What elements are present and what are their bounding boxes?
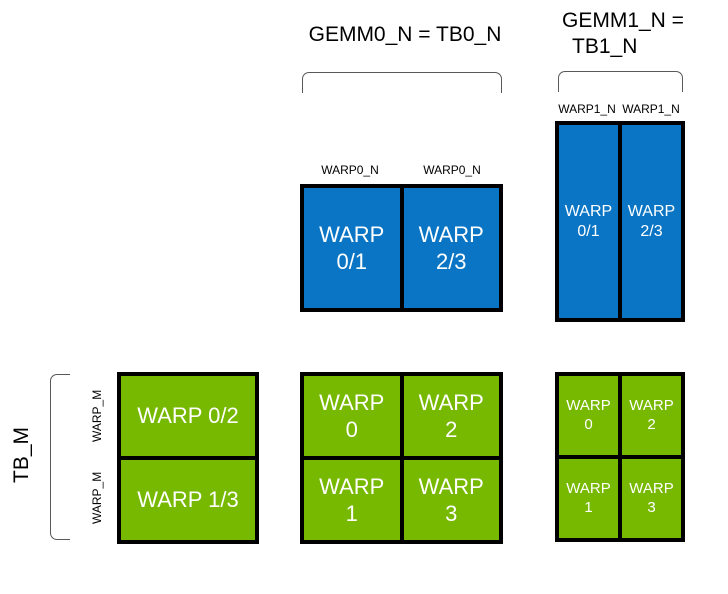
tb-m-label: TB_M [10, 427, 33, 484]
warp-cell-line2: 2 [445, 417, 458, 442]
mid-green-cell-warp0: WARP 0 [304, 376, 400, 456]
right-green-cell-warp3: WARP 3 [622, 459, 681, 538]
mid-blue-grid: WARP 0/1 WARP 2/3 [300, 184, 503, 312]
right-green-grid: WARP 0 WARP 2 WARP 1 WARP 3 [555, 372, 685, 542]
gemm1-title-line1: GEMM1_N = [562, 9, 684, 32]
left-green-grid: WARP 0/2 WARP 1/3 [117, 372, 259, 544]
warp-cell-line1: WARP [629, 396, 674, 414]
gemm0-bracket [302, 72, 502, 93]
warp-cell-line1: WARP [418, 221, 484, 247]
warp-cell-line2: 0/1 [336, 249, 368, 274]
warp-cell-line2: 0 [345, 417, 358, 442]
right-green-cell-warp2: WARP 2 [622, 376, 681, 455]
warp-cell-line1: WARP [319, 221, 385, 247]
mid-green-cell-warp2: WARP 2 [403, 376, 499, 456]
left-green-cell-warp13: WARP 1/3 [121, 460, 255, 540]
mid-green-grid: WARP 0 WARP 2 WARP 1 WARP 3 [300, 372, 503, 544]
right-green-cell-warp0: WARP 0 [559, 376, 618, 455]
warp-cell-line1: WARP [564, 202, 613, 220]
right-blue-grid: WARP 0/1 WARP 2/3 [555, 121, 685, 322]
warp-cell-line2: 3 [445, 501, 458, 526]
warp-cell-line2: 2 [647, 415, 656, 433]
warp-cell-line1: WARP 1/3 [137, 487, 239, 513]
warp-cell-line1: WARP [566, 479, 611, 497]
right-blue-cell-warp01: WARP 0/1 [559, 125, 618, 318]
warp-cell-line1: WARP [627, 202, 676, 220]
gemm1-bracket [558, 71, 683, 92]
mid-blue-cell-warp01: WARP 0/1 [304, 188, 400, 308]
warp-cell-line2: 1 [584, 498, 593, 516]
warp-m-label-bottom: WARP_M [90, 471, 104, 525]
warp-cell-line1: WARP 0/2 [137, 403, 239, 429]
warp-cell-line1: WARP [566, 396, 611, 414]
warp-cell-line2: 3 [647, 498, 656, 516]
warp-cell-line2: 2/3 [640, 222, 663, 240]
gemm1-title: GEMM1_N = TB1_N [562, 8, 712, 59]
warp1n-label-left: WARP1_N [558, 102, 616, 116]
warp0n-label-left: WARP0_N [321, 163, 379, 177]
mid-green-cell-warp1: WARP 1 [304, 460, 400, 540]
warp-cell-line2: 2/3 [435, 249, 467, 274]
warp-cell-line1: WARP [629, 479, 674, 497]
warp-cell-line2: 0 [584, 415, 593, 433]
tb-m-bracket [50, 374, 70, 540]
warp-cell-line1: WARP [418, 473, 484, 499]
gemm0-title: GEMM0_N = TB0_N [308, 23, 502, 46]
warp-cell-line1: WARP [319, 473, 385, 499]
warp-m-label-top: WARP_M [90, 389, 104, 443]
mid-green-cell-warp3: WARP 3 [403, 460, 499, 540]
warp0n-label-right: WARP0_N [423, 163, 481, 177]
warp-cell-line1: WARP [418, 389, 484, 415]
warp-cell-line2: 1 [345, 501, 358, 526]
warp-cell-line1: WARP [319, 389, 385, 415]
warp-cell-line2: 0/1 [577, 222, 600, 240]
right-green-cell-warp1: WARP 1 [559, 459, 618, 538]
warp1n-label-right: WARP1_N [622, 102, 680, 116]
right-blue-cell-warp23: WARP 2/3 [622, 125, 681, 318]
left-green-cell-warp02: WARP 0/2 [121, 376, 255, 456]
mid-blue-cell-warp23: WARP 2/3 [403, 188, 499, 308]
gemm1-title-line2: TB1_N [572, 34, 638, 58]
